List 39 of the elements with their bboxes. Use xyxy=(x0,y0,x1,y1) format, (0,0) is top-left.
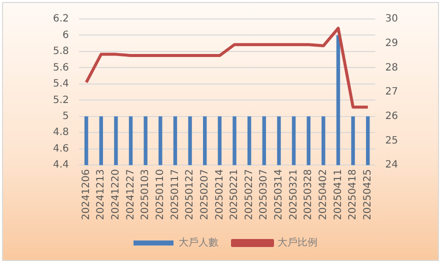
y-tick-label: 6 xyxy=(62,30,69,41)
x-tick-label: 20250110 xyxy=(155,169,166,220)
x-tick-label: 20250214 xyxy=(214,169,226,220)
x-tick-label: 20250321 xyxy=(288,169,300,220)
y-tick-label: 4.8 xyxy=(52,127,69,138)
y-tick-label: 4.4 xyxy=(52,160,69,171)
y-tick-label: 5.8 xyxy=(52,46,69,58)
x-tick-label: 20250227 xyxy=(244,169,255,220)
x-tick-label: 20250207 xyxy=(199,169,210,220)
x-tick-label: 20250418 xyxy=(348,169,359,220)
y2-tick-label: 27 xyxy=(385,86,398,98)
x-tick-label: 20250328 xyxy=(303,169,314,220)
y2-tick-label: 26 xyxy=(385,110,398,122)
y-tick-label: 5.6 xyxy=(52,62,69,74)
x-tick-label: 20250411 xyxy=(332,169,344,220)
y2-tick-label: 24 xyxy=(385,160,398,171)
y2-tick-label: 28 xyxy=(385,62,398,74)
x-tick-label: 20250402 xyxy=(318,169,330,220)
y2-tick-label: 29 xyxy=(385,38,398,49)
y-tick-label: 5.2 xyxy=(52,94,69,106)
y2-tick-label: 30 xyxy=(385,14,398,25)
y-tick-label: 6.2 xyxy=(52,14,69,25)
x-tick-label: 20250307 xyxy=(258,169,270,220)
legend-label: 大戶人數 xyxy=(178,236,218,249)
x-tick-label: 20250221 xyxy=(229,169,240,220)
y-tick-label: 5.4 xyxy=(52,78,69,90)
x-tick-label: 20250122 xyxy=(184,169,196,220)
x-tick-label: 20250314 xyxy=(274,169,285,220)
y-tick-label: 5 xyxy=(62,110,69,122)
y2-tick-label: 25 xyxy=(385,135,398,146)
x-tick-label: 20241220 xyxy=(110,169,122,220)
x-tick-label: 20241227 xyxy=(125,169,136,220)
x-tick-label: 20250117 xyxy=(170,169,181,220)
x-tick-label: 20241206 xyxy=(80,169,92,220)
x-tick-label: 20250103 xyxy=(140,169,152,220)
x-tick-label: 20241213 xyxy=(96,169,107,220)
x-tick-label: 20250425 xyxy=(362,169,374,220)
y-tick-label: 4.6 xyxy=(52,143,69,154)
legend-label: 大戶比例 xyxy=(278,236,318,249)
